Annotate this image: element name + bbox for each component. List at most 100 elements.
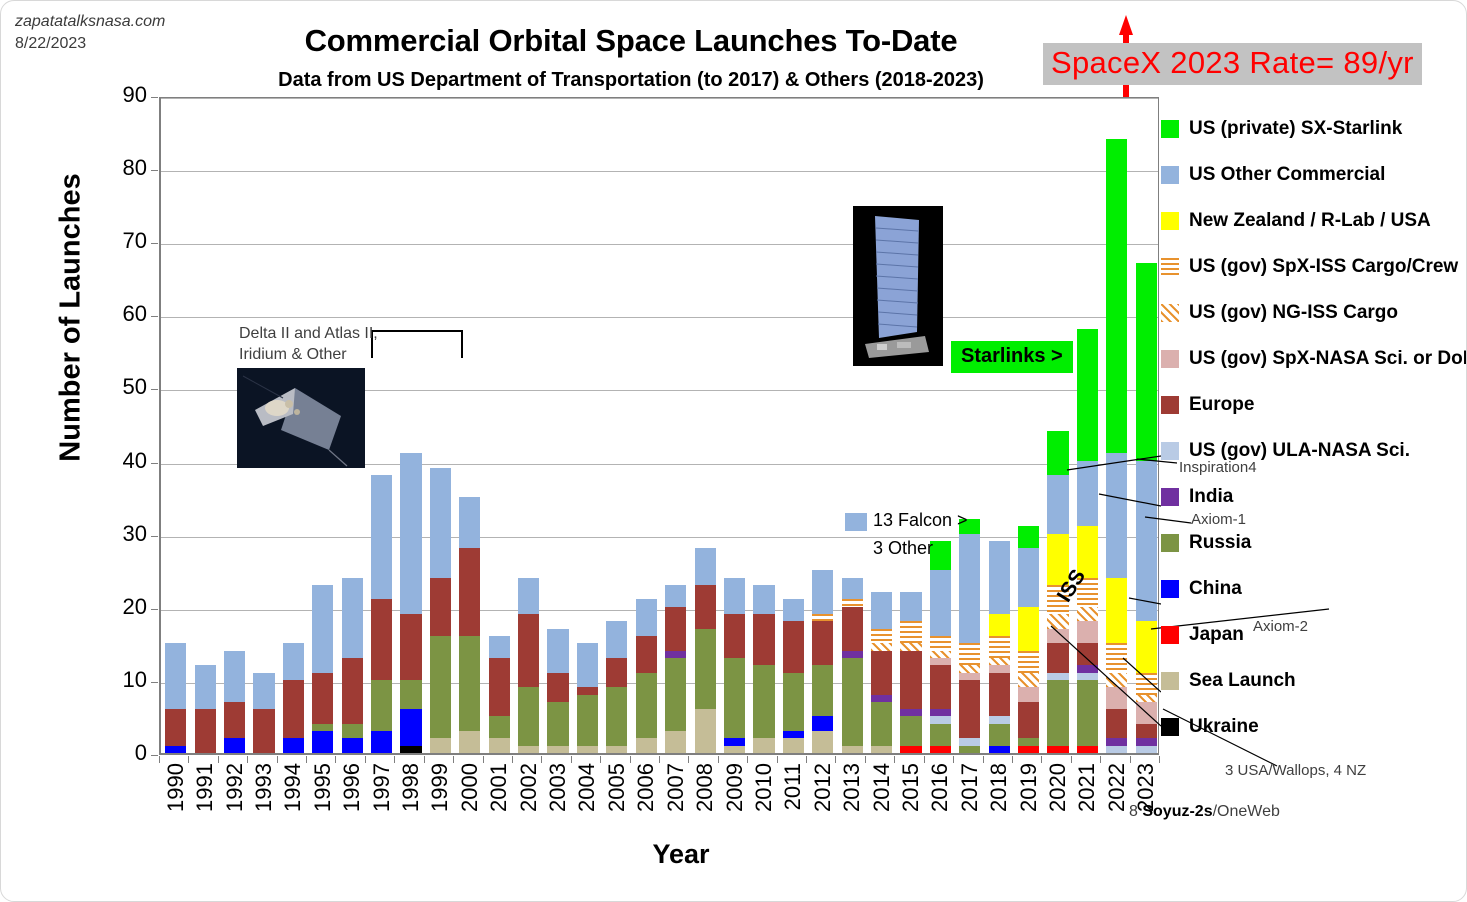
x-tick-label-1996: 1996 — [339, 763, 365, 812]
bar-segment — [165, 745, 187, 753]
bar-segment — [371, 679, 393, 732]
soyuz-oneweb-suffix: /OneWeb — [1212, 803, 1280, 820]
bar-2002 — [518, 95, 540, 753]
x-tick-label-1991: 1991 — [192, 763, 218, 812]
bar-segment — [988, 665, 1010, 673]
bar-segment — [459, 548, 481, 637]
x-tick-mark — [1011, 756, 1013, 763]
legend-item[interactable]: US (gov) SpX-NASA Sci. or DoD — [1161, 336, 1466, 382]
bar-segment — [1076, 665, 1099, 673]
bar-segment — [988, 716, 1010, 724]
bar-segment — [1076, 621, 1099, 644]
chart-legend: US (private) SX-Starlink US Other Commerc… — [1161, 106, 1466, 750]
x-tick-label-2015: 2015 — [898, 763, 923, 812]
legend-item[interactable]: New Zealand / R-Lab / USA — [1161, 198, 1466, 244]
bar-segment — [871, 643, 893, 651]
bar-segment — [1076, 606, 1099, 622]
bar-segment — [1076, 679, 1099, 746]
bar-1995 — [312, 95, 334, 753]
bar-segment — [547, 672, 569, 702]
bar-segment — [841, 745, 863, 753]
usa-wallops-nz-annotation: 3 USA/Wallops, 4 NZ — [1225, 762, 1367, 779]
x-tick-label-2013: 2013 — [839, 763, 865, 812]
bar-segment — [1076, 672, 1099, 680]
legend-item[interactable]: India — [1161, 474, 1466, 520]
x-tick-mark — [600, 756, 602, 763]
bar-segment — [900, 650, 922, 710]
bar-segment — [929, 570, 951, 637]
legend-item[interactable]: Japan — [1161, 612, 1466, 658]
gridline — [161, 463, 1158, 465]
legend-item[interactable]: Ukraine — [1161, 704, 1466, 750]
legend-swatch-icon — [1161, 672, 1179, 690]
legend-item[interactable]: US (private) SX-Starlink — [1161, 106, 1466, 152]
axiom2-annotation: Axiom-2 — [1253, 618, 1309, 635]
bar-segment — [1047, 628, 1069, 644]
gridline — [161, 244, 1158, 246]
bar-segment — [371, 475, 393, 600]
bar-segment — [694, 548, 716, 585]
bar-segment — [223, 650, 246, 702]
legend-item[interactable]: US (gov) ULA-NASA Sci. — [1161, 428, 1466, 474]
legend-item[interactable]: US Other Commercial — [1161, 152, 1466, 198]
bar-segment — [959, 533, 981, 644]
annotation-leader-lines — [1050, 455, 1161, 727]
x-tick-mark — [511, 756, 513, 763]
bar-segment — [841, 650, 863, 658]
bar-2018 — [988, 95, 1010, 753]
bar-segment — [341, 723, 363, 739]
bar-segment — [341, 738, 363, 753]
bar-segment — [488, 716, 510, 739]
x-tick-mark — [923, 756, 925, 763]
y-tick-mark — [151, 608, 158, 610]
delta-atlas-bracket — [371, 330, 463, 358]
bar-segment — [812, 570, 834, 615]
legend-item[interactable]: China — [1161, 566, 1466, 612]
y-tick-label: 0 — [134, 740, 147, 765]
bar-2023 — [1135, 95, 1157, 753]
x-tick-label-2014: 2014 — [868, 763, 894, 812]
bar-segment — [1047, 672, 1069, 680]
x-tick-mark — [364, 756, 366, 763]
legend-label: New Zealand / R-Lab / USA — [1189, 210, 1431, 231]
bar-1991 — [194, 95, 216, 753]
bar-segment — [723, 738, 746, 746]
bar-1992 — [223, 95, 246, 753]
bar-segment — [1076, 577, 1099, 607]
legend-item[interactable]: Russia — [1161, 520, 1466, 566]
legend-item[interactable]: US (gov) NG-ISS Cargo — [1161, 290, 1466, 336]
bar-segment — [1106, 138, 1128, 454]
bar-segment — [1047, 475, 1069, 534]
soyuz-oneweb-annotation: 8 Soyuz-2s/OneWeb — [1129, 803, 1280, 821]
bar-segment — [606, 745, 628, 753]
bar-segment — [1018, 548, 1040, 607]
bar-segment — [1018, 701, 1040, 739]
bar-segment — [929, 650, 951, 658]
bar-1993 — [253, 95, 275, 753]
bar-segment — [194, 709, 216, 753]
x-tick-label-2001: 2001 — [486, 763, 512, 812]
bar-segment — [812, 716, 834, 732]
legend-label: Europe — [1189, 394, 1255, 415]
bar-segment — [400, 679, 422, 710]
x-tick-mark — [864, 756, 866, 763]
bar-2008 — [694, 95, 716, 753]
bar-2021 — [1076, 95, 1099, 753]
bar-segment — [635, 672, 657, 739]
bar-segment — [1047, 679, 1069, 746]
gridline — [161, 390, 1158, 392]
legend-item[interactable]: US (gov) SpX-ISS Cargo/Crew — [1161, 244, 1466, 290]
x-tick-mark — [1129, 756, 1131, 763]
bar-segment — [753, 584, 775, 615]
legend-swatch-icon — [1161, 258, 1179, 276]
y-tick-label: 80 — [122, 155, 147, 181]
bar-segment — [518, 687, 540, 746]
legend-item[interactable]: Sea Launch — [1161, 658, 1466, 704]
credit-block: zapatatalksnasa.com 8/22/2023 — [15, 11, 165, 54]
legend-label: US (gov) NG-ISS Cargo — [1189, 302, 1399, 323]
bar-segment — [606, 687, 628, 746]
bar-segment — [959, 665, 981, 673]
bar-segment — [753, 665, 775, 739]
legend-item[interactable]: Europe — [1161, 382, 1466, 428]
bar-segment — [929, 723, 951, 746]
